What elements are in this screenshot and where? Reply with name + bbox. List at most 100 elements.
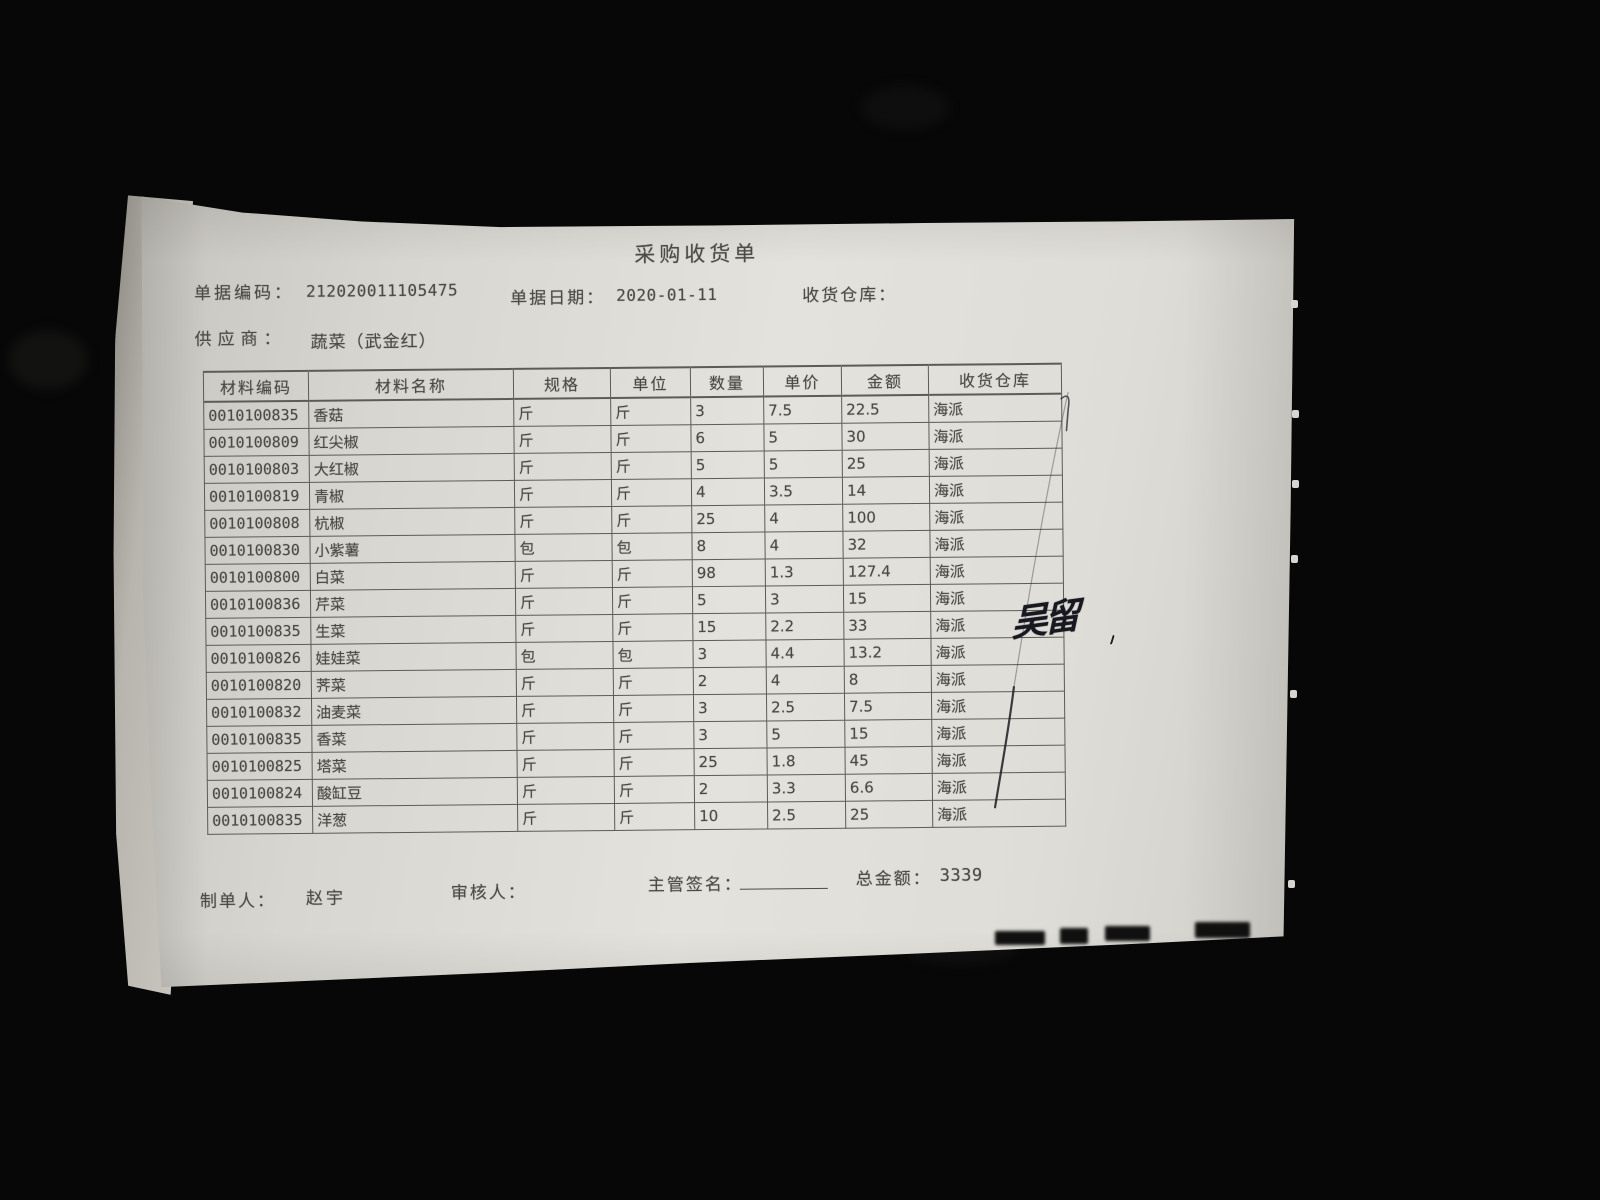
cell-material-code: 0010100825 — [207, 752, 313, 781]
column-header: 材料编码 — [203, 370, 309, 402]
cell-spec: 斤 — [514, 506, 612, 535]
perforation-nub — [1291, 555, 1298, 563]
cell-unit: 斤 — [610, 424, 692, 453]
cell-amount: 127.4 — [843, 557, 931, 586]
cell-spec: 包 — [515, 641, 614, 670]
warehouse-label: 收货仓库： — [802, 285, 898, 307]
column-header: 金额 — [841, 364, 929, 396]
cell-material-code: 0010100832 — [206, 698, 312, 727]
receipt-content: 采购收货单 单据编码： 212020011105475 单据日期： 2020-0… — [141, 196, 1294, 987]
cell-amount: 30 — [841, 422, 930, 451]
cell-unit-price: 3.5 — [764, 477, 843, 505]
cell-amount: 6.6 — [845, 773, 933, 802]
cell-material-code: 0010100820 — [206, 671, 312, 700]
cell-spec: 包 — [514, 533, 613, 562]
backdrop-smudge — [860, 85, 950, 130]
signature-line — [739, 886, 828, 890]
cell-unit: 斤 — [614, 802, 695, 831]
cell-spec: 斤 — [516, 668, 614, 697]
column-header: 单位 — [610, 367, 691, 398]
cell-material-name: 荠菜 — [311, 669, 517, 699]
doc-date-label: 单据日期： — [510, 288, 606, 309]
cell-material-name: 白菜 — [310, 561, 516, 591]
cell-material-code: 0010100809 — [203, 428, 310, 457]
column-header: 数量 — [690, 366, 764, 398]
perforation-nub — [1291, 300, 1298, 308]
cell-material-name: 娃娃菜 — [310, 642, 517, 672]
signature-label: 主管签名： — [647, 874, 743, 896]
perforation-nub — [1292, 410, 1299, 418]
cell-spec: 斤 — [514, 452, 612, 481]
cell-spec: 斤 — [515, 587, 613, 616]
cell-unit-price: 1.3 — [765, 558, 844, 586]
cell-unit-price: 2.2 — [765, 612, 844, 640]
cell-unit: 斤 — [611, 505, 692, 534]
cell-unit-price: 7.5 — [763, 395, 842, 424]
cell-warehouse: 海派 — [931, 745, 1066, 774]
cell-material-name: 杭椒 — [309, 507, 515, 537]
cell-quantity: 3 — [693, 720, 767, 749]
cell-material-name: 红尖椒 — [308, 426, 515, 456]
cell-material-name: 油麦菜 — [311, 696, 517, 726]
cell-quantity: 5 — [692, 585, 766, 614]
total-label: 总金额： — [855, 868, 932, 890]
cell-warehouse: 海派 — [931, 691, 1065, 720]
cell-amount: 15 — [844, 719, 932, 748]
cell-spec: 斤 — [513, 397, 611, 427]
bottom-edge-mark — [1105, 926, 1150, 941]
supplier-value: 蔬菜（武金红） — [310, 331, 437, 353]
cell-material-code: 0010100819 — [204, 482, 310, 511]
bottom-edge-mark — [995, 931, 1045, 945]
cell-material-name: 酸缸豆 — [312, 777, 518, 807]
cell-warehouse: 海派 — [930, 556, 1064, 585]
handwritten-note: 吴留 — [1011, 595, 1078, 646]
perforation-nub — [1292, 480, 1299, 488]
perforation-nub — [1290, 690, 1297, 698]
cell-unit: 斤 — [612, 559, 693, 588]
doc-date-value: 2020-01-11 — [616, 284, 718, 305]
column-header: 材料名称 — [308, 368, 514, 401]
cell-quantity: 3 — [690, 396, 764, 425]
cell-unit: 斤 — [614, 775, 695, 804]
cell-unit: 斤 — [612, 613, 693, 642]
cell-quantity: 4 — [691, 477, 765, 506]
cell-unit: 斤 — [613, 748, 695, 777]
cell-quantity: 15 — [692, 612, 766, 641]
cell-spec: 斤 — [515, 560, 613, 589]
cell-unit-price: 5 — [763, 423, 843, 451]
cell-amount: 22.5 — [841, 394, 929, 424]
cell-material-name: 大红椒 — [309, 453, 515, 483]
cell-material-code: 0010100836 — [205, 590, 311, 619]
document-title: 采购收货单 — [634, 241, 760, 267]
cell-material-name: 青椒 — [309, 480, 515, 510]
cell-unit: 斤 — [611, 478, 692, 507]
cell-amount: 33 — [843, 611, 931, 640]
cell-spec: 斤 — [517, 776, 615, 805]
cell-material-name: 芹菜 — [310, 588, 516, 618]
cell-warehouse: 海派 — [928, 421, 1063, 450]
cell-material-name: 香菜 — [311, 723, 518, 753]
cell-amount: 15 — [843, 584, 931, 613]
cell-unit: 斤 — [612, 586, 693, 615]
cell-unit-price: 1.8 — [766, 747, 846, 775]
cell-amount: 25 — [845, 800, 933, 829]
cell-amount: 13.2 — [843, 638, 932, 667]
cell-amount: 32 — [842, 530, 931, 559]
cell-quantity: 2 — [694, 774, 768, 803]
doc-code-value: 212020011105475 — [305, 280, 459, 301]
cell-quantity: 8 — [691, 531, 766, 560]
cell-unit-price: 5 — [764, 450, 843, 478]
handwritten-tick — [1106, 633, 1115, 645]
cell-unit-price: 4 — [764, 531, 844, 559]
cell-warehouse: 海派 — [932, 799, 1066, 828]
cell-spec: 斤 — [513, 425, 612, 454]
cell-spec: 斤 — [514, 479, 612, 508]
cell-unit-price: 3.3 — [767, 774, 846, 802]
cell-material-code: 0010100826 — [205, 644, 312, 673]
cell-material-code: 0010100835 — [205, 617, 311, 646]
cell-unit: 斤 — [613, 667, 694, 696]
cell-material-name: 生菜 — [310, 615, 516, 645]
cell-quantity: 3 — [692, 639, 767, 668]
cell-material-code: 0010100803 — [204, 455, 310, 484]
cell-unit-price: 5 — [766, 720, 845, 748]
